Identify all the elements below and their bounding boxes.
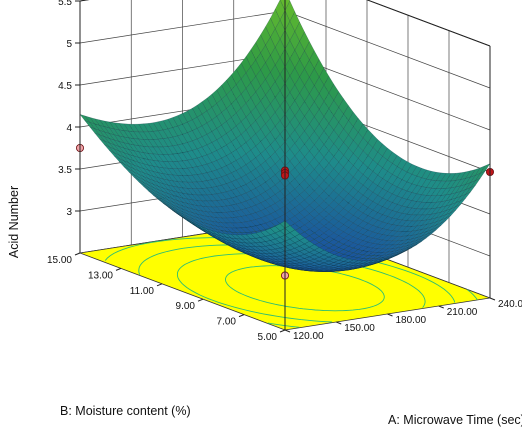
floor-contour (267, 322, 300, 328)
x-tick-mark (336, 321, 342, 325)
y-tick-label: 13.00 (88, 270, 113, 281)
x-tick-label: 150.00 (344, 323, 375, 334)
x-tick-label: 180.00 (396, 315, 427, 326)
y-tick-label: 9.00 (176, 301, 196, 312)
y-tick-mark (115, 267, 122, 271)
y-tick-label: 7.00 (217, 317, 237, 328)
z-tick-label: 5.5 (58, 0, 72, 8)
box-edge (366, 0, 491, 47)
z-tick-label: 3 (66, 207, 72, 218)
y-tick-mark (74, 252, 81, 256)
z-tick-label: 5 (66, 39, 72, 50)
y-tick-mark (197, 298, 204, 302)
x-axis-label: A: Microwave Time (sec) (388, 413, 522, 427)
x-tick-mark (387, 313, 393, 317)
tick-labels: 3 3.5 4 4.5 5 5.5 5.00 7.00 9.00 11.00 13.00 15.00 1… (47, 0, 522, 343)
floor-contour (466, 289, 478, 301)
y-tick-mark (238, 314, 245, 318)
floor-contour (410, 271, 456, 303)
x-tick-mark (284, 329, 291, 333)
z-axis-label: Acid Number (7, 186, 21, 258)
z-tick-label: 3.5 (58, 165, 72, 176)
x-tick-label: 240.00 (498, 299, 522, 310)
y-tick-label: 15.00 (47, 255, 72, 266)
x-tick-label: 210.00 (447, 307, 478, 318)
x-tick-label: 120.00 (293, 331, 324, 342)
x-tick-mark (489, 297, 496, 301)
y-tick-label: 5.00 (258, 332, 278, 343)
z-tick-label: 4 (66, 123, 72, 134)
response-surface (79, 0, 491, 272)
floor-contour (389, 275, 426, 308)
y-tick-mark (156, 283, 163, 287)
y-tick-label: 11.00 (130, 286, 155, 297)
y-tick-mark (279, 329, 286, 333)
y-axis-label: B: Moisture content (%) (60, 404, 191, 418)
x-tick-mark (438, 305, 444, 309)
z-tick-label: 4.5 (58, 81, 72, 92)
